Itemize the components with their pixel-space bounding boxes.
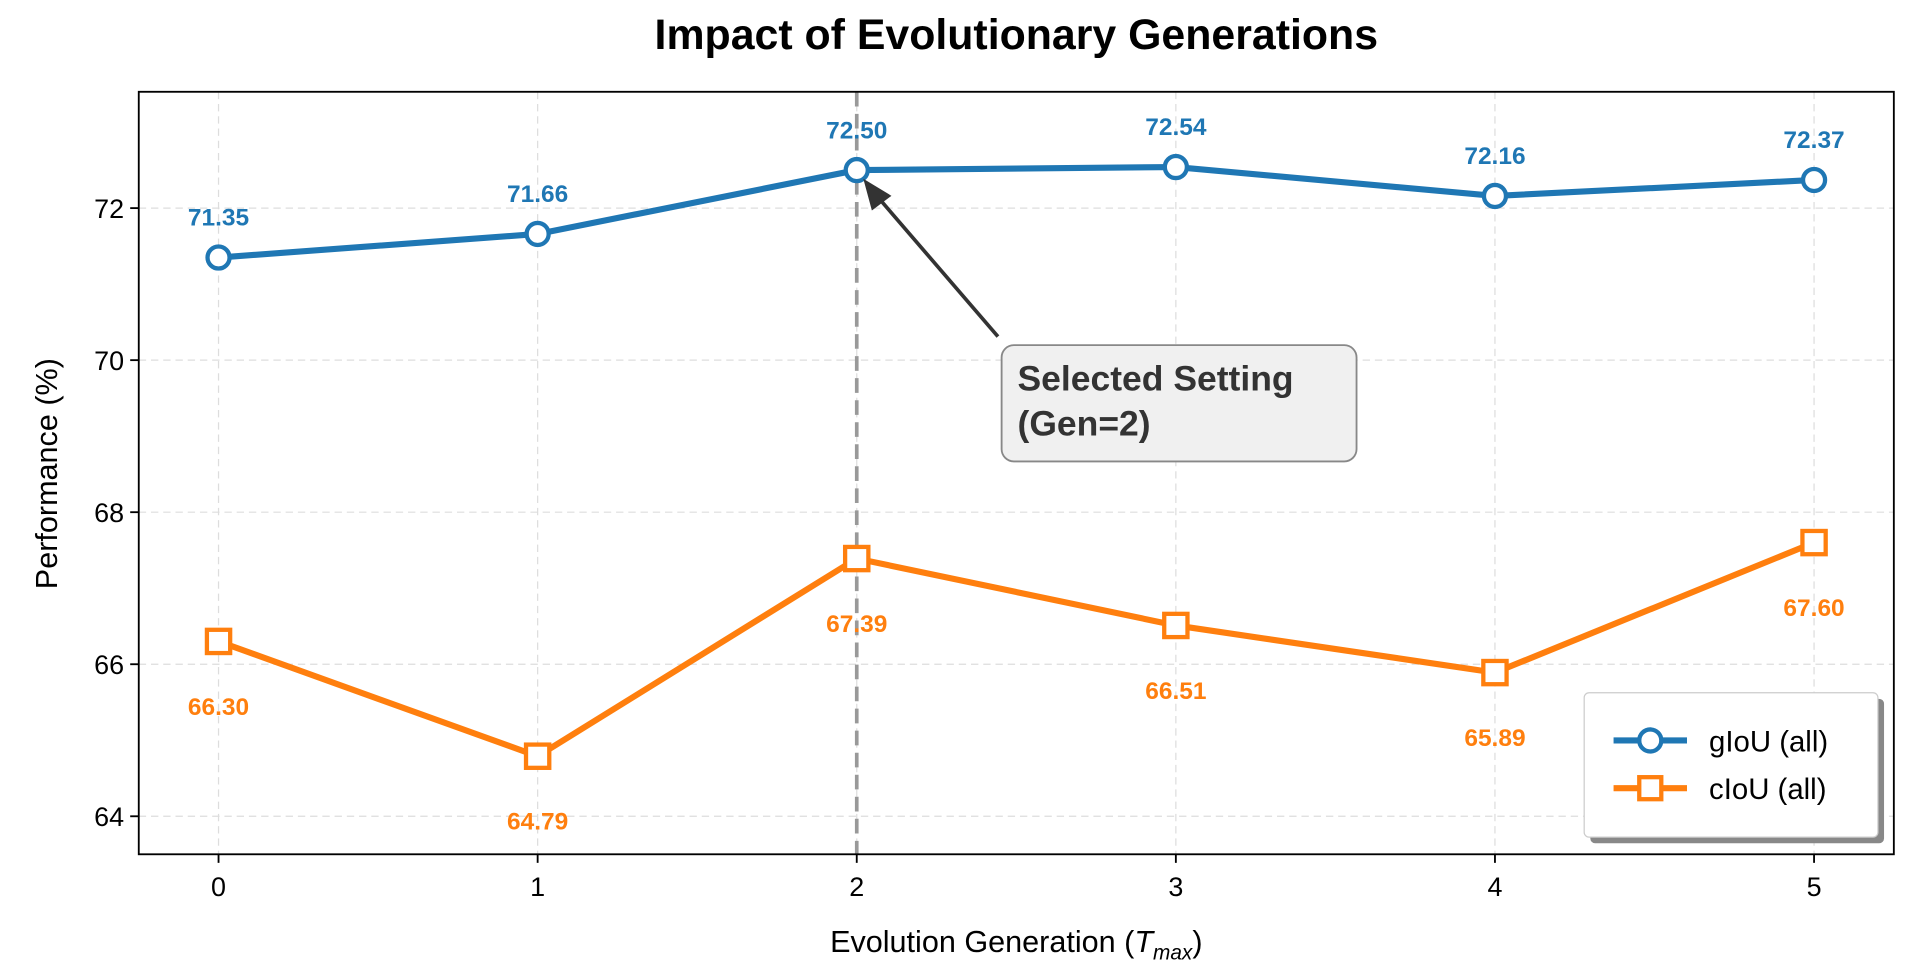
legend-square-marker-icon <box>1637 775 1664 802</box>
annotation-line-1: Selected Setting <box>1018 358 1294 398</box>
data-label: 66.51 <box>1145 678 1206 705</box>
data-label: 72.16 <box>1464 143 1525 170</box>
y-tick-label: 70 <box>94 346 124 376</box>
y-tick-label: 72 <box>94 194 124 224</box>
legend-label-giou: gIoU (all) <box>1709 725 1828 758</box>
legend-box <box>1583 692 1879 838</box>
legend-circle-marker-icon <box>1637 727 1664 754</box>
ticks: 0 1 2 3 4 5 64 66 68 70 72 <box>94 194 1821 902</box>
data-label: 72.54 <box>1145 114 1207 141</box>
series-group <box>204 153 1828 770</box>
data-label: 65.89 <box>1464 725 1525 752</box>
y-tick-label: 66 <box>94 650 124 680</box>
annotation-box <box>1000 344 1358 463</box>
data-label: 66.30 <box>188 694 249 721</box>
data-labels: 71.35 71.66 72.50 72.54 72.16 72.37 66.30 64.79… <box>188 114 1845 835</box>
x-tick-label: 3 <box>1168 872 1183 902</box>
data-point-square <box>1481 658 1509 687</box>
data-point-square <box>204 627 233 656</box>
data-point-circle <box>1800 166 1828 194</box>
data-point-circle <box>843 156 870 184</box>
data-point-square <box>842 544 871 573</box>
legend: gIoU (all) cIoU (all) <box>1583 692 1885 844</box>
data-label: 72.50 <box>826 117 887 144</box>
data-point-circle <box>524 220 551 248</box>
x-tick-label: 5 <box>1807 872 1822 902</box>
x-tick-label: 2 <box>849 872 864 902</box>
data-point-square <box>523 742 552 770</box>
x-tick-label: 4 <box>1487 872 1502 902</box>
y-tick-label: 64 <box>94 802 124 832</box>
data-label: 71.66 <box>507 181 568 208</box>
series-line-0 <box>218 163 1815 261</box>
data-label: 67.39 <box>826 611 887 638</box>
arrow-head-icon <box>863 178 892 211</box>
x-tick-label: 1 <box>530 872 545 902</box>
data-point-square <box>1800 528 1828 557</box>
data-label: 72.37 <box>1783 127 1844 154</box>
chart-title: Impact of Evolutionary Generations <box>655 11 1378 59</box>
data-label: 67.60 <box>1783 595 1844 622</box>
data-point-square <box>1162 611 1190 640</box>
data-label: 71.35 <box>188 205 249 232</box>
x-axis-label: Evolution Generation (Tmax) <box>830 925 1202 964</box>
annotation: Selected Setting (Gen=2) <box>863 178 1358 463</box>
plot-frame <box>137 90 1895 856</box>
y-tick-label: 68 <box>94 498 124 528</box>
x-tick-label: 0 <box>211 872 226 902</box>
data-point-circle <box>205 244 232 271</box>
data-point-circle <box>1162 153 1190 181</box>
annotation-line-2: (Gen=2) <box>1018 404 1151 444</box>
legend-label-ciou: cIoU (all) <box>1709 773 1826 806</box>
annotation-arrow <box>875 194 1000 338</box>
data-label: 64.79 <box>507 809 568 836</box>
data-point-circle <box>1481 182 1509 210</box>
series-line-1 <box>217 539 1816 760</box>
y-axis-label: Performance (%) <box>30 358 64 589</box>
